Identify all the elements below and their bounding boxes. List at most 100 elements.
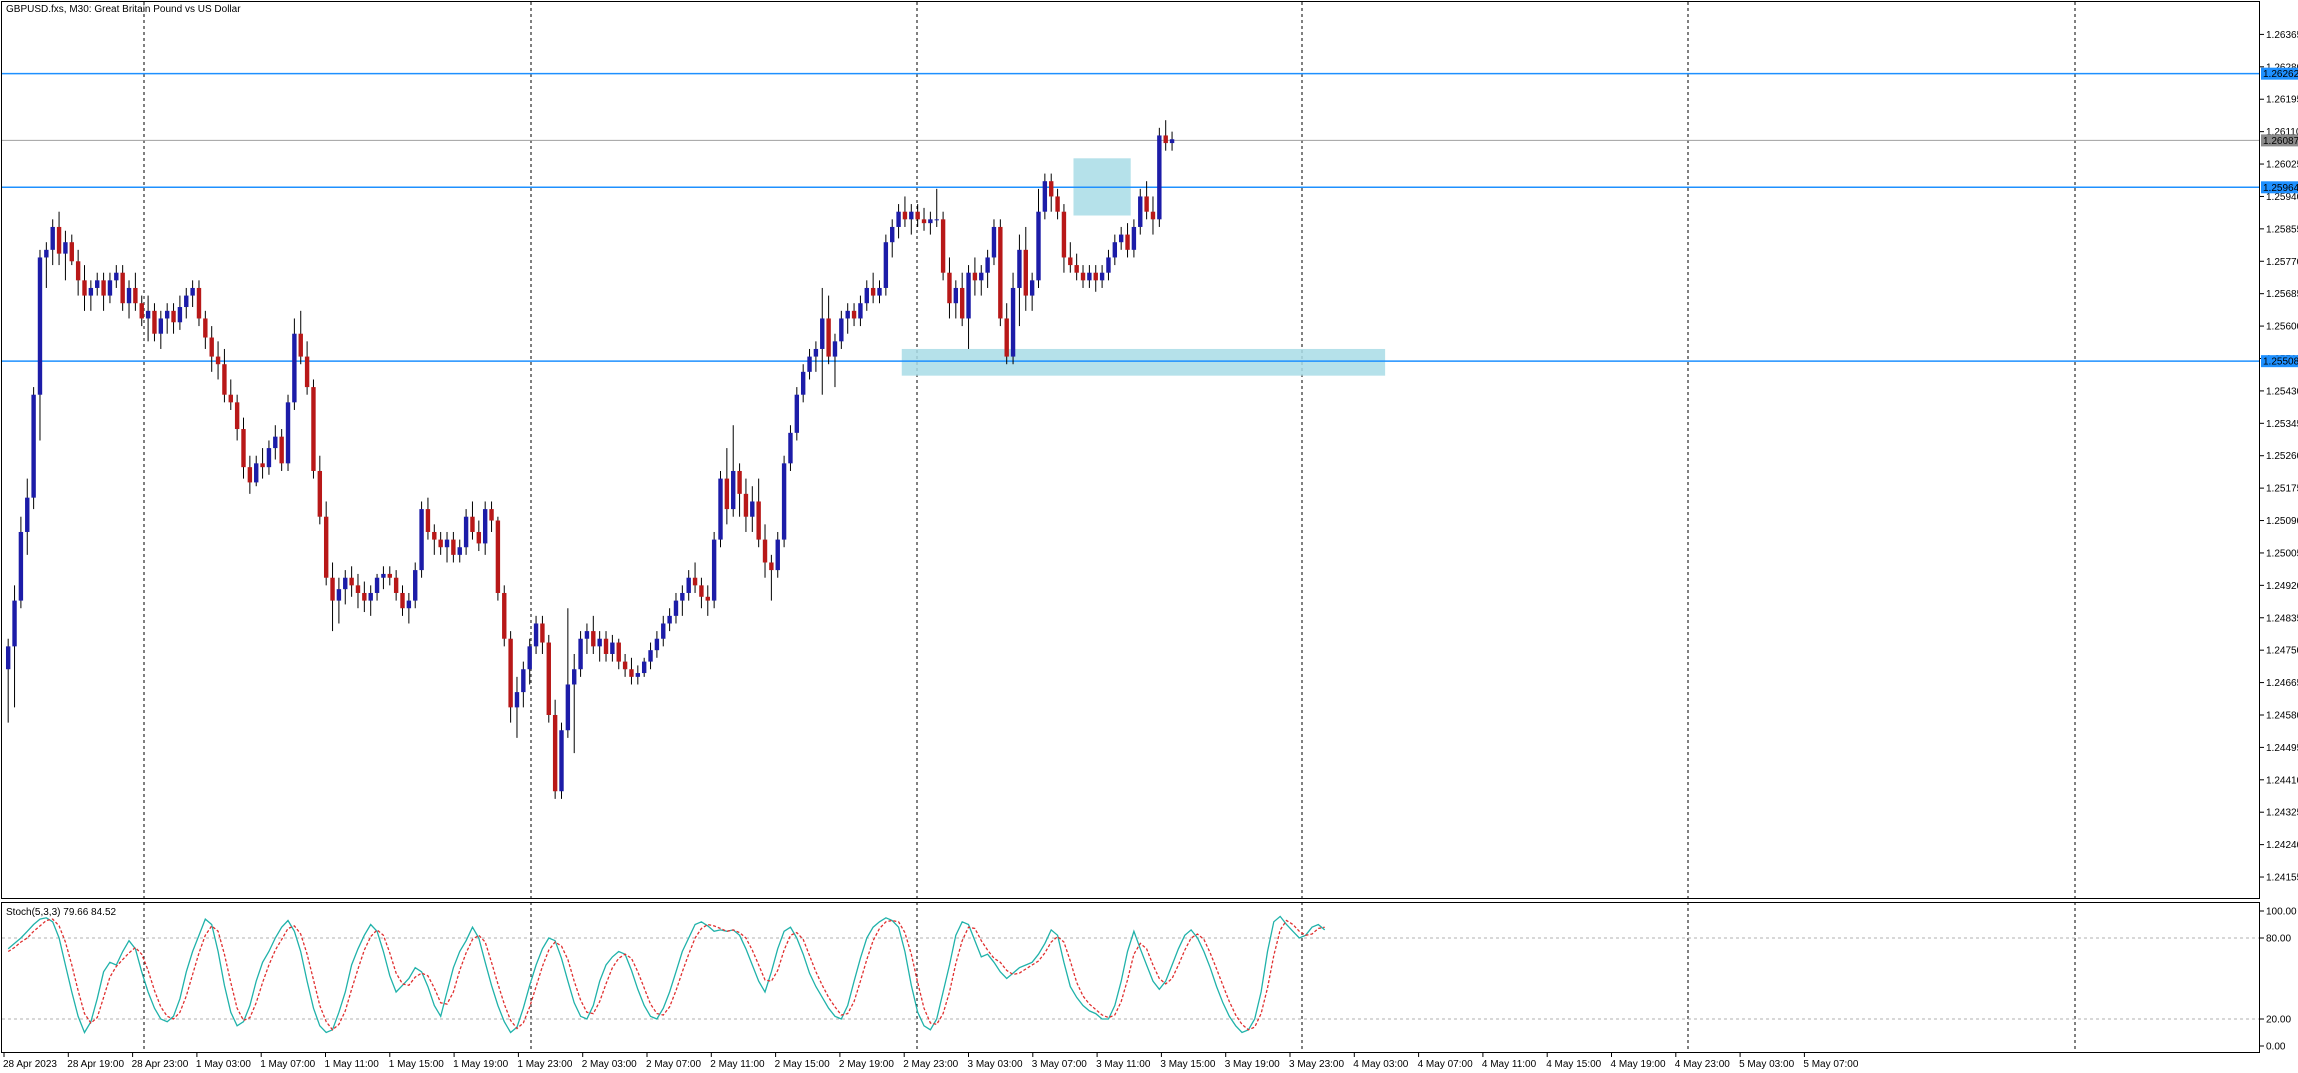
- candle-bear: [451, 539, 456, 555]
- candle-bull: [285, 402, 291, 464]
- candle-bear: [330, 577, 335, 601]
- stoch-title: Stoch(5,3,3) 79.66 84.52: [6, 907, 117, 918]
- candle-bull: [1029, 280, 1035, 296]
- candle-bear: [616, 642, 621, 662]
- stoch-signal-line: [7, 918, 1325, 1031]
- time-axis: 28 Apr 2023 28 Apr 19:00 28 Apr 23:00 1 May…: [3, 1052, 1859, 1070]
- candle-bull: [336, 589, 342, 601]
- level-price-label: 1.25964: [2263, 183, 2298, 194]
- candle-bear: [622, 661, 628, 670]
- candle-bear: [1150, 211, 1156, 220]
- candle-bull: [953, 287, 959, 304]
- candle-bull: [832, 341, 838, 357]
- candle-bull: [514, 692, 520, 708]
- candle-bull: [661, 623, 666, 639]
- candle-bear: [902, 211, 908, 220]
- candle-bull: [1138, 196, 1143, 227]
- candle-bear: [323, 516, 329, 578]
- candle-bear: [972, 272, 978, 281]
- candle-bull: [781, 463, 787, 540]
- candle-bull: [88, 287, 94, 296]
- candle-bull: [1010, 287, 1016, 357]
- candle-bear: [1074, 265, 1079, 273]
- candle-bull: [559, 730, 564, 792]
- time-tick-label: 3 May 11:00: [1096, 1059, 1151, 1070]
- candle-bull: [343, 577, 348, 590]
- candle-bull: [444, 539, 450, 548]
- candle-bull: [775, 539, 780, 571]
- time-tick-label: 2 May 15:00: [775, 1059, 830, 1070]
- price-tick-label: 1.25685: [2266, 289, 2298, 300]
- time-tick-label: 2 May 03:00: [582, 1059, 637, 1070]
- candle-bull: [877, 287, 882, 296]
- candle-bear: [1055, 196, 1060, 212]
- candle-bear: [947, 272, 952, 304]
- candles: [5, 120, 1175, 799]
- candle-bear: [940, 219, 946, 273]
- candle-bear: [591, 631, 596, 647]
- candle-bull: [890, 226, 895, 243]
- stochastic-indicator: 100.00 80.00 20.00 0.00: [2, 907, 2297, 1053]
- candle-bear: [476, 531, 482, 544]
- candle-bear: [737, 470, 742, 494]
- candle-bull: [1087, 272, 1092, 281]
- level-price-label: 1.25508: [2263, 357, 2298, 368]
- candle-bull: [368, 592, 373, 601]
- candle-bear: [1125, 234, 1130, 250]
- candle-bear: [387, 573, 392, 578]
- candle-bull: [1017, 249, 1022, 288]
- candle-bull: [794, 394, 800, 433]
- candle-bull: [718, 478, 723, 540]
- price-tick-label: 1.26195: [2266, 95, 2298, 106]
- candle-bear: [502, 592, 507, 639]
- time-tick-label: 1 May 03:00: [196, 1059, 251, 1070]
- candle-bear: [152, 310, 157, 334]
- candle-bull: [463, 516, 469, 548]
- candle-bear: [1068, 257, 1073, 266]
- candle-bear: [1061, 211, 1067, 258]
- candle-bear: [69, 242, 74, 262]
- candle-bear: [1093, 272, 1098, 281]
- price-tick-label: 1.24495: [2266, 743, 2298, 754]
- candle-bear: [203, 318, 208, 338]
- price-tick-label: 1.25430: [2266, 386, 2298, 397]
- candle-bull: [667, 615, 672, 624]
- candle-bull: [5, 646, 11, 670]
- candle-bear: [959, 287, 965, 319]
- time-tick-label: 5 May 07:00: [1803, 1059, 1858, 1070]
- candle-bear: [552, 714, 558, 792]
- main-panel-frame: [1, 1, 2260, 899]
- candle-bear: [629, 669, 634, 677]
- stoch-tick-label: 100.00: [2266, 907, 2297, 918]
- candle-bear: [438, 539, 443, 548]
- candle-bull: [909, 211, 914, 220]
- candle-bull: [883, 242, 889, 288]
- candle-bull: [413, 570, 418, 601]
- candle-bull: [788, 432, 793, 464]
- candle-bull: [145, 310, 151, 319]
- time-tick-label: 3 May 23:00: [1289, 1059, 1344, 1070]
- candle-bear: [362, 592, 367, 601]
- time-tick-label: 1 May 07:00: [260, 1059, 315, 1070]
- candle-bull: [641, 661, 647, 674]
- candle-bear: [1049, 181, 1054, 197]
- price-tick-label: 1.25260: [2266, 451, 2298, 462]
- candle-bull: [1106, 257, 1111, 273]
- current-price-label: 1.26087: [2263, 136, 2298, 147]
- candle-bear: [603, 638, 609, 654]
- candle-bull: [648, 650, 653, 662]
- time-tick-label: 3 May 19:00: [1225, 1059, 1280, 1070]
- current-price-badge: [2261, 134, 2298, 147]
- candle-bull: [864, 287, 869, 304]
- price-tick-label: 1.24410: [2266, 775, 2298, 786]
- time-tick-label: 1 May 19:00: [453, 1059, 508, 1070]
- candle-bear: [222, 364, 227, 395]
- candle-bull: [820, 318, 825, 349]
- level-price-label: 1.26262: [2263, 69, 2298, 80]
- candle-bull: [95, 280, 100, 288]
- candle-bear: [1080, 272, 1086, 281]
- candle-bull: [292, 333, 297, 403]
- candle-bull: [18, 531, 24, 601]
- candle-bull: [610, 642, 615, 654]
